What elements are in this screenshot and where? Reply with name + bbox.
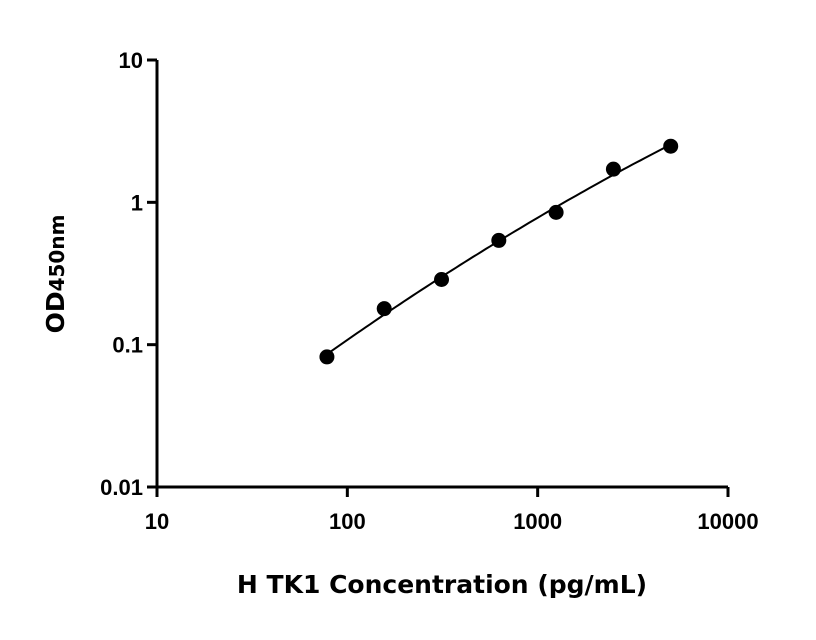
x-tick-label: 10 — [145, 509, 169, 534]
y-axis-title: OD450nm — [41, 215, 70, 334]
fit-curve — [326, 143, 672, 356]
data-points — [319, 138, 679, 365]
data-point — [605, 161, 621, 177]
data-point — [491, 232, 507, 248]
data-point — [548, 204, 564, 220]
y-tick-label: 0.1 — [112, 333, 143, 358]
x-tick-label: 1000 — [513, 509, 562, 534]
axes — [155, 60, 728, 489]
ticks: 10 100 1000 10000 0.01 0.1 1 10 — [100, 48, 758, 534]
x-axis-title: H TK1 Concentration (pg/mL) — [237, 570, 647, 599]
data-point — [319, 349, 335, 365]
y-axis-title-subscript: 450nm — [45, 215, 69, 292]
data-point — [434, 271, 450, 287]
y-tick-label: 10 — [119, 48, 143, 73]
x-tick-label: 10000 — [697, 509, 758, 534]
data-point — [376, 301, 392, 317]
x-tick-label: 100 — [329, 509, 366, 534]
y-tick-label: 1 — [131, 190, 143, 215]
data-point — [663, 138, 679, 154]
y-tick-label: 0.01 — [100, 475, 143, 500]
y-axis-title-main: OD — [41, 291, 70, 333]
